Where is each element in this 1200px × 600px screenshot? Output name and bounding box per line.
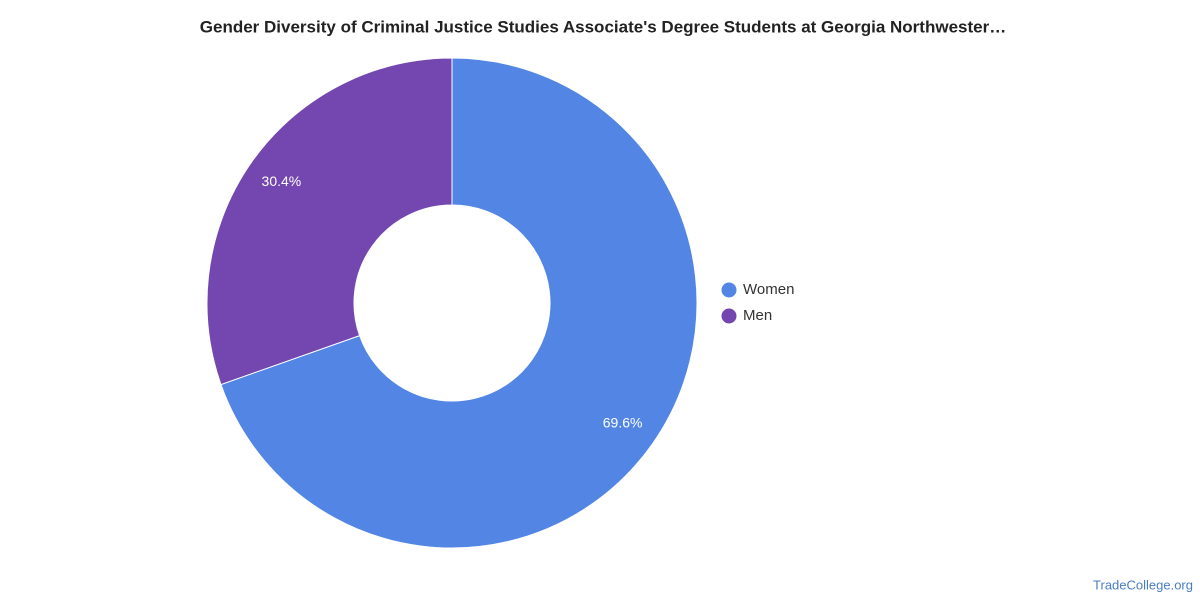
slice-label: 30.4%: [262, 173, 302, 189]
donut-slice: [206, 57, 453, 386]
legend-marker: [721, 282, 737, 298]
chart-title: Gender Diversity of Criminal Justice Stu…: [200, 17, 1006, 36]
slice-label: 69.6%: [603, 414, 643, 430]
legend-label: Men: [743, 307, 772, 324]
credit[interactable]: TradeCollege.org: [1093, 577, 1193, 592]
legend-label: Women: [743, 281, 794, 298]
legend-marker: [721, 308, 737, 324]
donut-slice: [220, 57, 698, 549]
